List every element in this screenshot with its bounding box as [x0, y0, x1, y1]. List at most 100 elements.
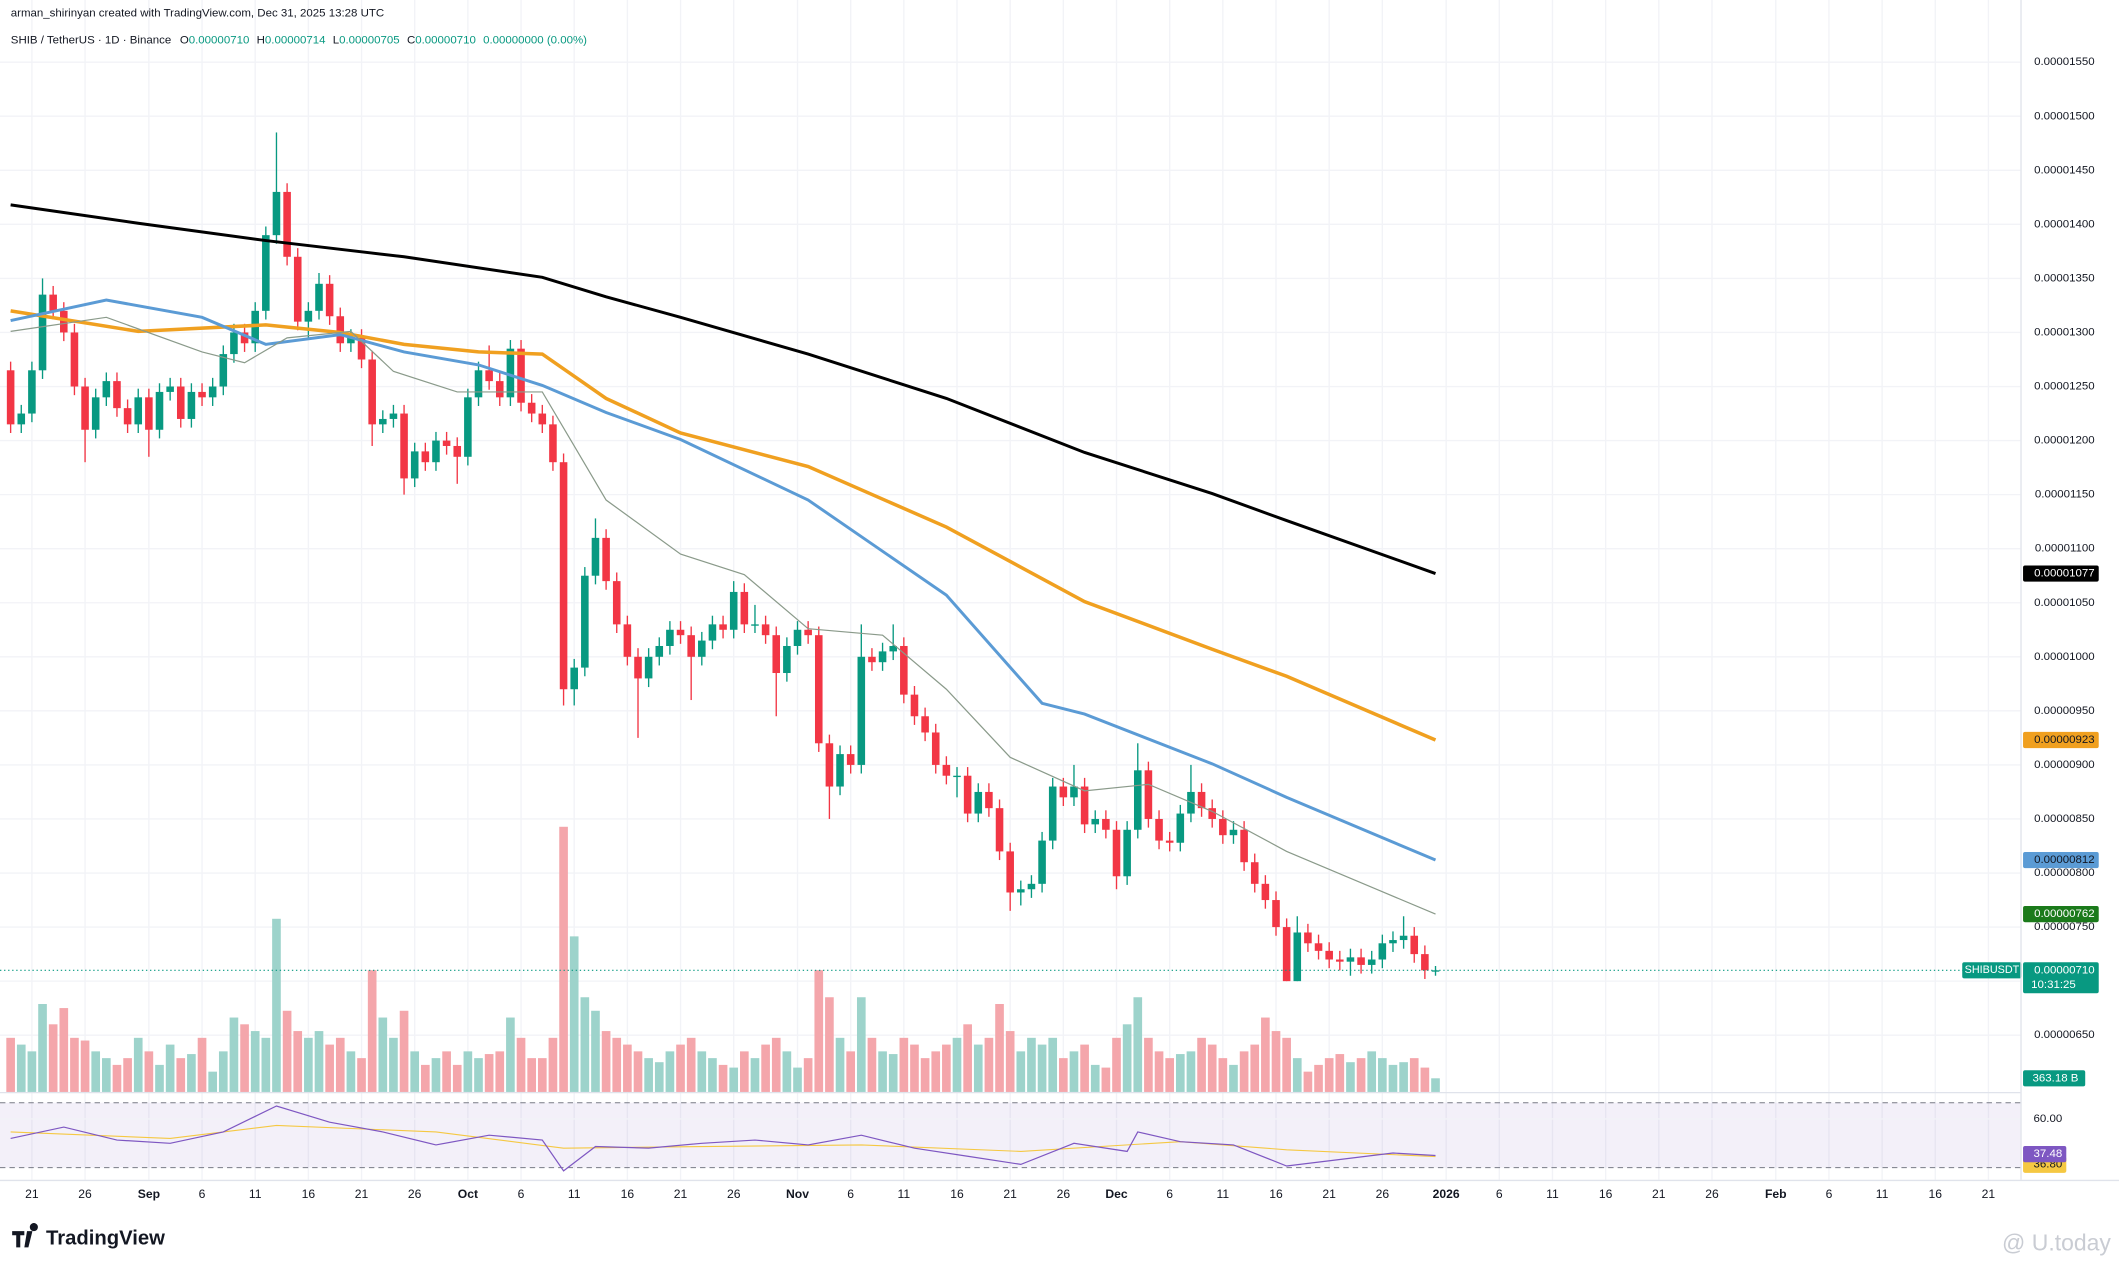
candle-body — [655, 645, 664, 657]
volume-pane — [6, 826, 1440, 1092]
candle-body — [963, 775, 972, 814]
volume-bar — [1144, 1037, 1153, 1092]
volume-bar — [814, 970, 824, 1092]
volume-bar — [601, 1031, 611, 1092]
candle-body — [155, 391, 164, 430]
attribution: arman_shirinyan created with TradingView… — [11, 8, 384, 20]
volume-bar — [708, 1058, 717, 1092]
x-tick-label: 16 — [950, 1187, 964, 1201]
candle-body — [868, 656, 876, 663]
candle-body — [70, 332, 79, 387]
candle-body — [17, 413, 26, 425]
candle-body — [740, 591, 749, 625]
volume-bar — [1101, 1067, 1111, 1092]
volume-bar — [91, 1051, 101, 1092]
volume-bar — [676, 1044, 685, 1092]
rsi-band — [0, 1102, 2021, 1168]
x-tick-label: 6 — [1826, 1187, 1833, 1201]
candle-body — [495, 381, 504, 398]
volume-label: 363.18 B — [2033, 1072, 2079, 1084]
y-tick-label: 0.00001150 — [2035, 489, 2095, 501]
volume-bar — [272, 918, 281, 1092]
volume-bar — [1367, 1051, 1377, 1092]
volume-bar — [1324, 1058, 1334, 1092]
x-tick-label: 16 — [621, 1187, 635, 1201]
candle-body — [453, 445, 462, 457]
candle-body — [1421, 954, 1429, 971]
candle-body — [1336, 959, 1344, 962]
candle-body — [410, 451, 419, 479]
volume-bar — [899, 1037, 909, 1092]
x-tick-label: 6 — [199, 1187, 206, 1201]
volume-bar — [335, 1037, 345, 1092]
rsi-pane — [0, 1102, 2021, 1172]
candle-body — [942, 764, 951, 776]
volume-bar — [1069, 1051, 1079, 1092]
candle-body — [1027, 883, 1036, 890]
candle-body — [1038, 840, 1046, 884]
y-tick-label: 0.00000650 — [2034, 1029, 2095, 1041]
x-tick-label: 11 — [1217, 1187, 1230, 1201]
ohlc-key: L — [333, 35, 339, 47]
y-tick-label: 0.00001100 — [2035, 543, 2095, 555]
volume-bar — [729, 1067, 739, 1092]
candle-body — [49, 294, 57, 311]
candle-body — [729, 591, 738, 630]
candle-body — [421, 451, 430, 463]
volume-bar — [537, 1058, 547, 1092]
last-price-label: 0.00000710 — [2034, 964, 2095, 976]
candle-body — [134, 397, 143, 425]
volume-bar — [633, 1051, 643, 1092]
axes: 21 26 Sep 6 11 16 21 26 Oct 6 11 16 21 26 Nov 6 11 16 21 26… — [25, 56, 2099, 1201]
volume-bar — [144, 1051, 154, 1092]
volume-bar — [6, 1037, 15, 1092]
volume-bar — [48, 1024, 58, 1092]
candle-body — [1261, 883, 1270, 901]
volume-bar — [920, 1058, 930, 1092]
candle-body — [1155, 818, 1163, 841]
volume-bar — [112, 1064, 122, 1092]
volume-bar — [495, 1051, 505, 1092]
candle-body — [644, 656, 653, 679]
x-tick-label: Sep — [138, 1187, 160, 1201]
volume-bar — [1112, 1037, 1121, 1092]
candle-body — [910, 694, 919, 717]
ohlc-value: 0.00000705 — [339, 35, 400, 47]
x-tick-label: 21 — [355, 1187, 369, 1201]
x-tick-label: 16 — [1269, 1187, 1283, 1201]
volume-bar — [208, 1071, 217, 1092]
countdown: 10:31:25 — [2031, 979, 2076, 991]
candle-body — [262, 235, 270, 311]
volume-bar — [1356, 1058, 1366, 1092]
volume-bar — [1037, 1044, 1047, 1092]
y-tick-label: 0.00001400 — [2034, 218, 2095, 230]
volume-bar — [27, 1051, 37, 1092]
volume-bar — [548, 1037, 558, 1092]
candle-body — [1325, 950, 1333, 960]
volume-bar — [771, 1037, 781, 1092]
volume-bar — [357, 1058, 366, 1092]
candle-body — [1112, 829, 1121, 877]
candle-body — [198, 391, 206, 398]
volume-bar — [740, 1051, 749, 1092]
volume-bar — [389, 1037, 398, 1092]
candle-body — [1293, 932, 1302, 982]
volume-bar — [1122, 1024, 1132, 1092]
candle-body — [38, 294, 47, 371]
volume-bar — [591, 1010, 600, 1092]
moving-average — [10, 309, 1437, 742]
volume-bar — [697, 1051, 707, 1092]
candle-body — [591, 537, 600, 576]
x-tick-label: 11 — [1546, 1187, 1559, 1201]
candle-body — [836, 754, 844, 787]
volume-bar — [165, 1044, 175, 1092]
volume-bar — [654, 1062, 664, 1092]
volume-bar — [1314, 1064, 1323, 1092]
x-tick-label: 11 — [249, 1187, 262, 1201]
candle-body — [325, 283, 334, 317]
candle-body — [719, 624, 727, 630]
volume-bar — [282, 1010, 292, 1092]
candle-body — [166, 386, 174, 392]
candle-body — [113, 381, 121, 409]
symbol-tag: SHIBUSDT — [1965, 964, 2020, 976]
